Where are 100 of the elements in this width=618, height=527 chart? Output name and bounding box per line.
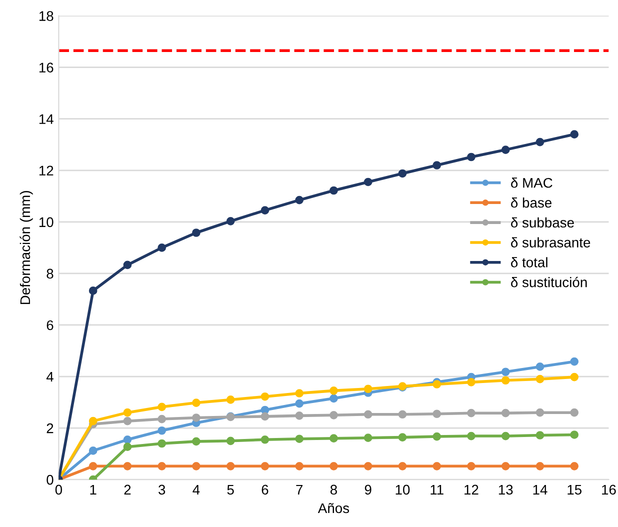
- y-tick-label: 6: [46, 320, 54, 330]
- point: [432, 432, 442, 441]
- point: [536, 408, 544, 417]
- point: [467, 152, 476, 162]
- x-tick-label: 0: [55, 484, 62, 495]
- legend-label: δ MAC: [511, 178, 552, 188]
- point: [295, 389, 304, 398]
- point: [398, 462, 407, 470]
- point: [364, 462, 372, 470]
- point: [295, 196, 304, 204]
- point: [123, 416, 132, 426]
- point: [260, 435, 270, 444]
- point: [192, 437, 200, 446]
- legend-label: δ base: [511, 197, 552, 208]
- point: [88, 446, 98, 455]
- point: [123, 435, 132, 444]
- point: [226, 396, 235, 404]
- point: [226, 216, 235, 226]
- point: [570, 408, 579, 417]
- x-tick-label: 11: [430, 484, 444, 494]
- x-tick-label: 15: [568, 484, 582, 495]
- point: [467, 408, 476, 418]
- point: [226, 462, 235, 470]
- point: [260, 206, 270, 214]
- point: [295, 399, 304, 408]
- point: [570, 430, 579, 439]
- point: [536, 362, 544, 371]
- x-tick-label: 5: [227, 484, 234, 495]
- y-tick-label: 0: [46, 474, 54, 485]
- y-tick-label: 10: [39, 217, 54, 228]
- point: [432, 410, 442, 418]
- point: [330, 386, 338, 395]
- point: [501, 368, 510, 376]
- point: [501, 376, 510, 385]
- x-tick-label: 13: [498, 484, 513, 495]
- y-tick-label: 14: [39, 114, 54, 124]
- point: [123, 442, 132, 452]
- point: [467, 462, 476, 470]
- point: [295, 412, 304, 420]
- x-tick-label: 2: [124, 484, 131, 494]
- x-tick-label: 9: [364, 484, 372, 495]
- point: [88, 286, 98, 295]
- point: [398, 433, 407, 442]
- point: [364, 410, 372, 419]
- point: [123, 260, 132, 270]
- point: [295, 434, 304, 444]
- x-tick-label: 7: [296, 484, 303, 494]
- point: [536, 431, 544, 440]
- point: [158, 426, 166, 435]
- point: [467, 432, 476, 440]
- x-tick-label: 12: [464, 484, 478, 494]
- point: [501, 408, 510, 418]
- point: [158, 439, 166, 448]
- point: [570, 357, 579, 366]
- point: [536, 374, 544, 384]
- legend-label: δ sustitución: [511, 276, 587, 288]
- x-axis-title: Años: [318, 503, 350, 514]
- point: [330, 410, 338, 420]
- point: [398, 410, 407, 419]
- point: [364, 434, 372, 442]
- x-tick-label: 3: [158, 484, 166, 495]
- x-tick-label: 10: [396, 484, 410, 495]
- point: [158, 462, 166, 470]
- point: [295, 462, 304, 470]
- point: [192, 462, 200, 470]
- point: [226, 436, 235, 446]
- point: [260, 392, 270, 401]
- x-tick-label: 14: [533, 484, 548, 494]
- legend-label: δ subrasante: [511, 237, 590, 248]
- point: [536, 138, 544, 146]
- point: [432, 462, 442, 470]
- point: [330, 394, 338, 403]
- point: [88, 462, 98, 470]
- y-tick-label: 16: [39, 62, 54, 73]
- x-tick-label: 16: [602, 484, 616, 495]
- point: [398, 169, 407, 178]
- x-tick-label: 4: [192, 484, 200, 494]
- point: [88, 416, 98, 426]
- point: [570, 462, 579, 470]
- point: [123, 462, 132, 470]
- point: [364, 178, 372, 186]
- y-tick-label: 18: [39, 11, 54, 21]
- y-axis-title: Deformación (mm): [20, 191, 33, 304]
- point: [432, 161, 442, 170]
- point: [467, 378, 476, 386]
- point: [570, 130, 579, 138]
- point: [192, 414, 200, 422]
- x-tick-label: 6: [262, 484, 268, 495]
- point: [364, 384, 372, 394]
- point: [158, 414, 166, 424]
- point: [330, 462, 338, 470]
- point: [260, 462, 270, 470]
- point: [192, 228, 200, 237]
- y-tick-label: 2: [46, 423, 54, 434]
- legend-label: δ total: [511, 257, 548, 268]
- point: [330, 186, 338, 195]
- point: [501, 146, 510, 154]
- point: [501, 432, 510, 440]
- point: [501, 462, 510, 470]
- point: [330, 434, 338, 443]
